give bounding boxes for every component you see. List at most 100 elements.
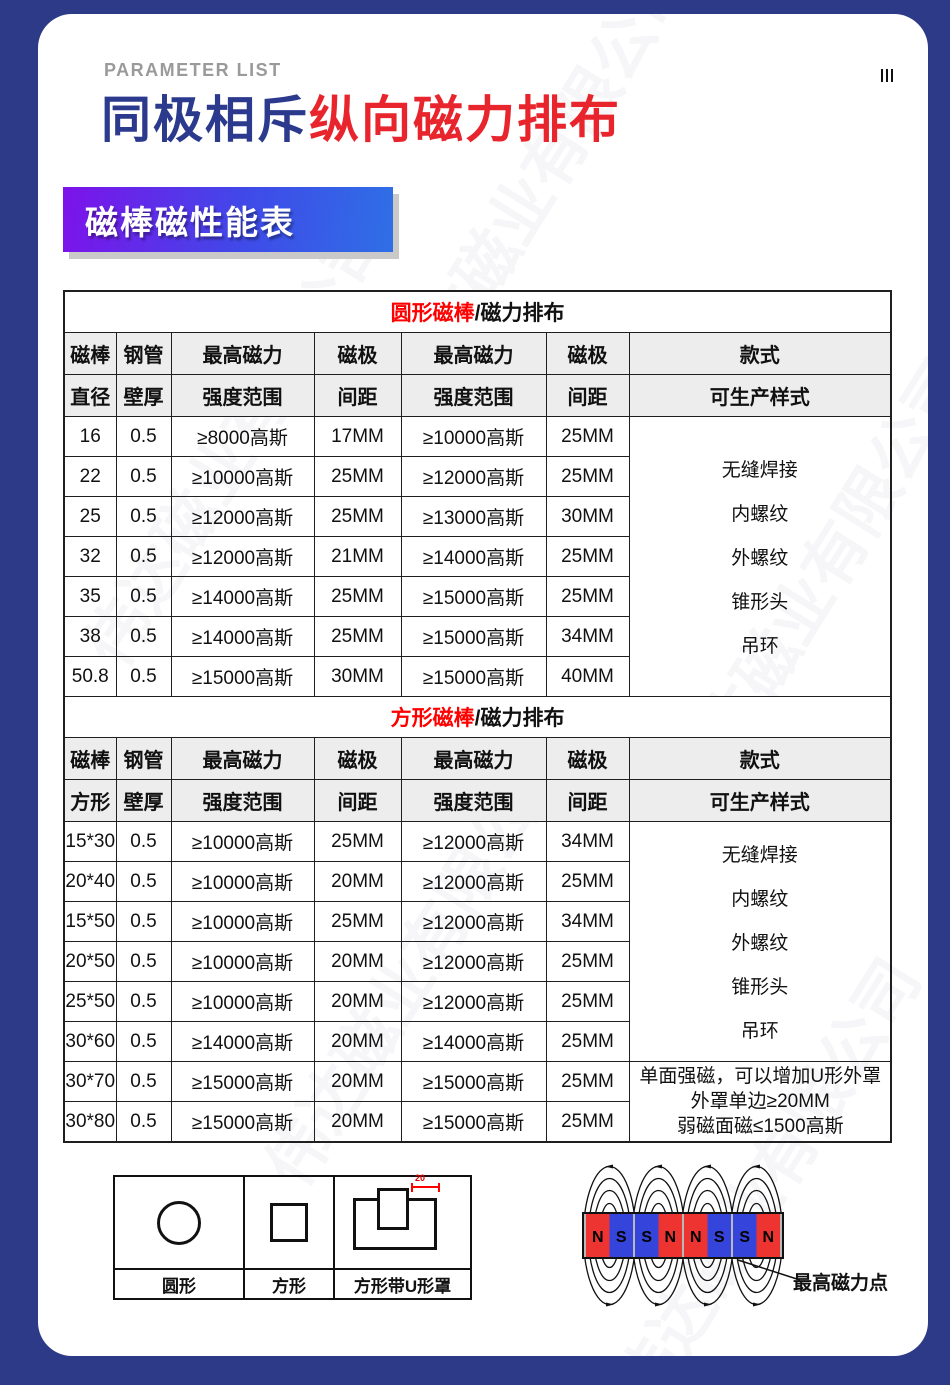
table-cell: ≥13000高斯 [400, 496, 547, 537]
table-cell: 0.5 [115, 576, 172, 617]
table-cell: 15*30 [63, 821, 117, 862]
table-cell: ≥15000高斯 [170, 1101, 315, 1143]
pole-label: N [690, 1229, 702, 1246]
content-card: 伟达磁业有限公司 伟达磁业有限公司 伟达磁业有限公司 伟达磁业有限公司 伟达磁业… [38, 14, 928, 1356]
table-cell: 钢管 [115, 737, 172, 780]
style-item: 吊环 [740, 636, 779, 657]
table-cell: 34MM [545, 821, 630, 862]
legend-cell [243, 1175, 335, 1270]
table-cell: ≥12000高斯 [400, 456, 547, 497]
page-marker-icon [881, 69, 893, 82]
max-force-annotation: 最高磁力点 [793, 1273, 889, 1294]
table-cell: ≥12000高斯 [400, 981, 547, 1022]
table-cell: 钢管 [115, 332, 172, 375]
table-cell: 0.5 [115, 901, 172, 942]
pole-label: S [714, 1229, 725, 1246]
title-segment-red: 纵向磁力排布 [309, 92, 621, 148]
round-header-row-1: 磁棒 钢管 最高磁力 磁极 最高磁力 磁极 款式 [63, 332, 892, 375]
table-cell: 25MM [313, 576, 402, 617]
table-cell: 方形 [63, 779, 117, 822]
table-cell: ≥8000高斯 [170, 416, 315, 457]
table-cell: 25MM [313, 821, 402, 862]
table-cell: 50.8 [63, 656, 117, 697]
table-cell: 32 [63, 536, 117, 577]
dimension-line [411, 1183, 440, 1192]
table-cell: 38 [63, 616, 117, 657]
table-banner: 磁棒磁性能表 [63, 187, 393, 252]
table-cell: 20MM [313, 1061, 402, 1102]
table-cell: 34MM [545, 616, 630, 657]
table-cell: ≥14000高斯 [400, 536, 547, 577]
square-section-title-row: 方形磁棒/磁力排布 [63, 696, 892, 738]
table-cell: 0.5 [115, 1021, 172, 1062]
magnet-field-svg: N S S N N S S N [582, 1164, 801, 1307]
table-cell: 强度范围 [170, 374, 315, 417]
table-cell: 30MM [545, 496, 630, 537]
title-segment-blue: 同极相斥 [101, 92, 309, 148]
table-cell: ≥12000高斯 [400, 901, 547, 942]
legend-label: 方形带U形罩 [333, 1268, 472, 1300]
pole-label: N [762, 1229, 774, 1246]
table-cell: ≥12000高斯 [170, 496, 315, 537]
table-cell: ≥10000高斯 [170, 901, 315, 942]
table-cell: 磁极 [313, 332, 402, 375]
table-cell: 25MM [545, 536, 630, 577]
table-row: 15*30 0.5 ≥10000高斯 25MM ≥12000高斯 34MM 无缝… [63, 821, 892, 1062]
table-cell: 强度范围 [170, 779, 315, 822]
table-row: 32 0.5 ≥12000高斯 21MM ≥14000高斯 25MM [63, 536, 891, 577]
table-cell: 0.5 [115, 496, 172, 537]
table-cell: ≥10000高斯 [170, 941, 315, 982]
table-cell: ≥15000高斯 [400, 1061, 547, 1102]
table-cell: 22 [63, 456, 117, 497]
table-cell: 21MM [313, 536, 402, 577]
style-item: 无缝焊接 [721, 460, 798, 481]
table-cell: 35 [63, 576, 117, 617]
table-cell: ≥12000高斯 [400, 821, 547, 862]
note-line: 弱磁面磁≤1500高斯 [676, 1116, 844, 1137]
legend-label-row: 圆形 方形 方形带U形罩 [113, 1268, 472, 1300]
table-cell: 0.5 [115, 456, 172, 497]
u-cover-inner [377, 1188, 409, 1230]
table-cell: ≥10000高斯 [170, 861, 315, 902]
table-cell: ≥15000高斯 [400, 1101, 547, 1143]
table-cell: 最高磁力 [400, 332, 547, 375]
pole-label: S [641, 1229, 652, 1246]
table-cell: 间距 [313, 374, 402, 417]
table-cell: 20MM [313, 1101, 402, 1143]
legend-label: 方形 [243, 1268, 335, 1300]
table-row: 30*80 0.5 ≥15000高斯 20MM ≥15000高斯 25MM [63, 1101, 891, 1143]
note-line: 外罩单边≥20MM [690, 1091, 830, 1112]
magnet-field-diagram: N S S N N S S N 最高磁力点 [578, 1160, 928, 1328]
square-header-row-1: 磁棒 钢管 最高磁力 磁极 最高磁力 磁极 款式 [63, 737, 892, 780]
table-cell: 0.5 [115, 536, 172, 577]
round-section-title: 圆形磁棒/磁力排布 [63, 290, 892, 333]
style-item: 无缝焊接 [721, 845, 798, 866]
table-cell: 20*50 [63, 941, 117, 982]
table-cell: ≥14000高斯 [400, 1021, 547, 1062]
table-cell: 最高磁力 [400, 737, 547, 780]
table-cell: 款式 [628, 332, 892, 375]
pole-label: N [592, 1229, 604, 1246]
table-cell: ≥15000高斯 [170, 1061, 315, 1102]
table-row: 35 0.5 ≥14000高斯 25MM ≥15000高斯 25MM [63, 576, 891, 617]
table-row: 15*50 0.5 ≥10000高斯 25MM ≥12000高斯 34MM [63, 901, 891, 942]
table-cell: 25MM [313, 616, 402, 657]
legend-label: 圆形 [113, 1268, 245, 1300]
table-row: 20*50 0.5 ≥10000高斯 20MM ≥12000高斯 25MM [63, 941, 891, 982]
round-title-black: /磁力排布 [474, 302, 565, 325]
table-cell: 0.5 [115, 981, 172, 1022]
table-cell: 强度范围 [400, 779, 547, 822]
square-shape-icon [270, 1203, 308, 1242]
note-line: 单面强磁，可以增加U形外罩 [639, 1066, 882, 1087]
table-cell: 20*40 [63, 861, 117, 902]
table-cell: ≥15000高斯 [170, 656, 315, 697]
table-cell: 0.5 [115, 1061, 172, 1102]
table-cell: 25MM [545, 941, 630, 982]
table-cell: 25*50 [63, 981, 117, 1022]
table-cell: 25MM [313, 901, 402, 942]
table-cell: 0.5 [115, 1101, 172, 1143]
table-cell: 磁极 [545, 737, 630, 780]
table-cell: 15*50 [63, 901, 117, 942]
table-cell: 40MM [545, 656, 630, 697]
